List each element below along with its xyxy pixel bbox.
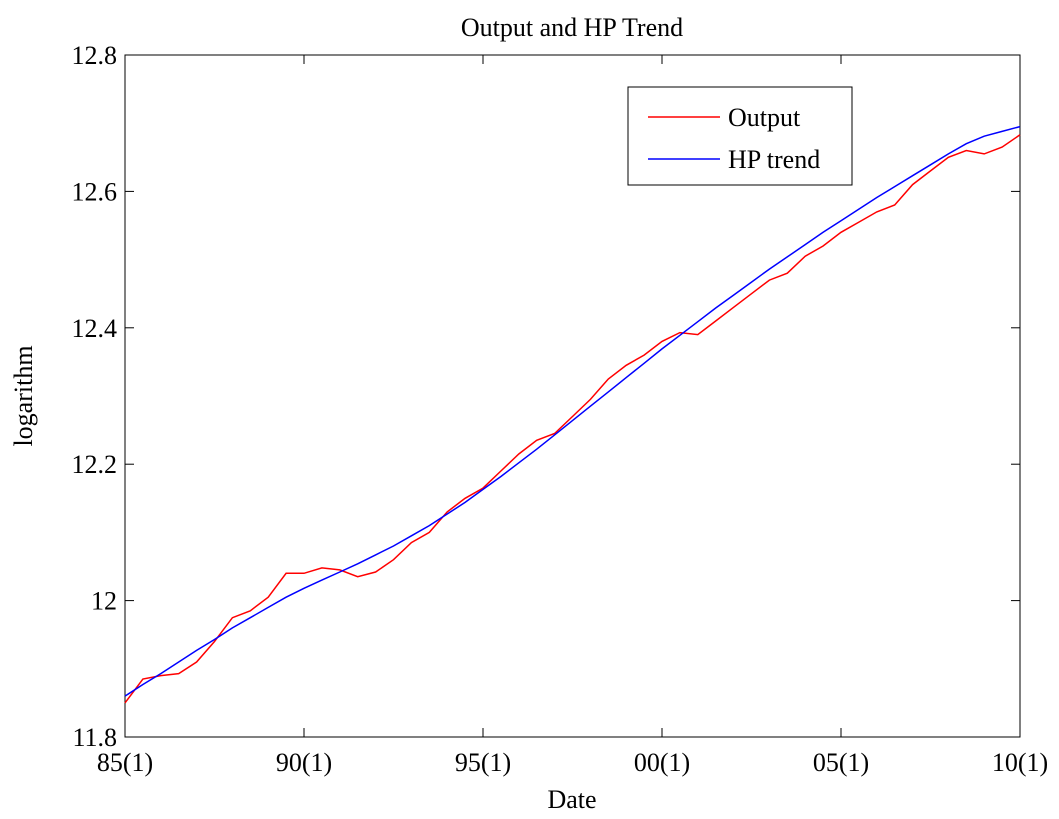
y-tick-label: 12.2 (72, 450, 118, 479)
line-series (124, 134, 1021, 704)
x-tick-label: 05(1) (813, 748, 869, 777)
line-series (124, 125, 1021, 697)
legend-box (627, 86, 853, 186)
x-tick-label: 10(1) (992, 748, 1048, 777)
legend-label: Output (728, 103, 801, 132)
plot-frame (124, 54, 1021, 738)
y-tick-label: 12 (91, 587, 117, 616)
x-axis-label: Date (547, 785, 596, 814)
x-tick-label: 85(1) (97, 748, 153, 777)
y-tick-label: 12.8 (72, 41, 118, 70)
y-axis-label: logarithm (9, 345, 38, 446)
x-tick-label: 00(1) (634, 748, 690, 777)
x-tick-label: 95(1) (455, 748, 511, 777)
x-tick-label: 90(1) (276, 748, 332, 777)
legend-label: HP trend (728, 145, 820, 174)
y-tick-label: 12.6 (72, 177, 118, 206)
y-tick-label: 12.4 (72, 314, 118, 343)
y-tick-label: 11.8 (72, 723, 117, 752)
chart-title: Output and HP Trend (461, 13, 683, 42)
